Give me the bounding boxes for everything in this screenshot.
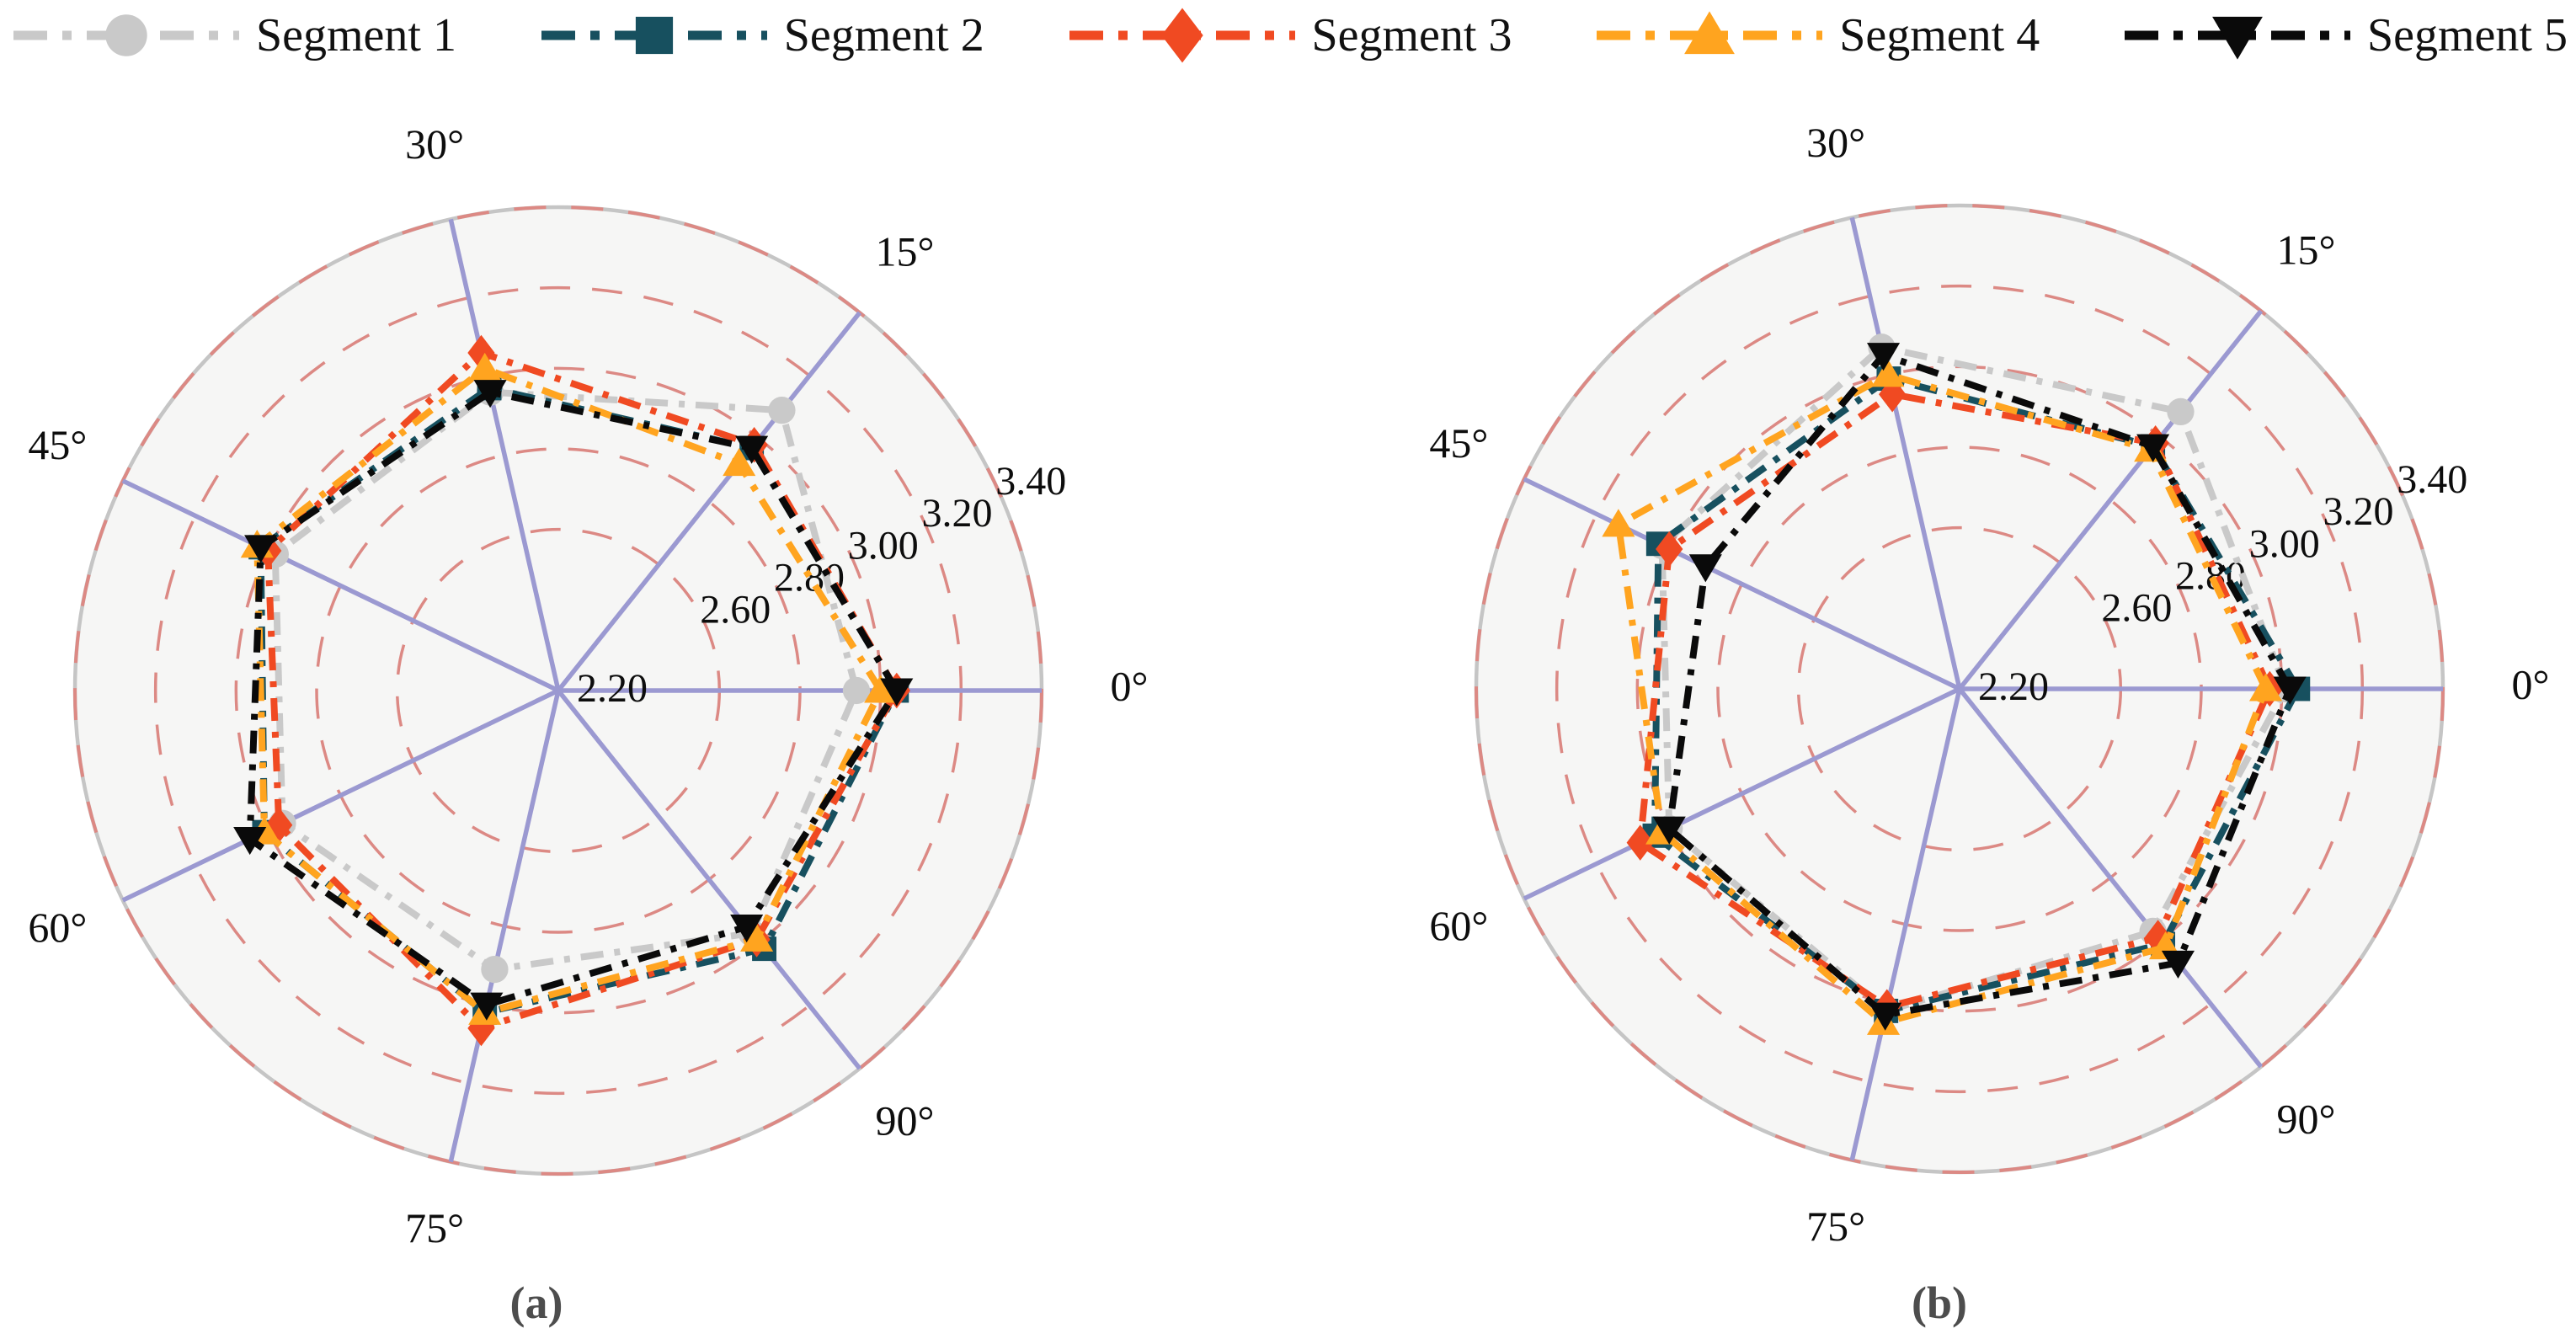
angular-label: 90°	[876, 1096, 935, 1144]
angular-label: 15°	[2277, 226, 2336, 273]
radial-label: 3.00	[848, 523, 919, 568]
angular-label: 0°	[1111, 662, 1149, 709]
data-point-diamond	[1656, 531, 1683, 568]
data-point-triangle-up	[1602, 509, 1635, 537]
series-segment-5	[233, 380, 914, 1021]
angular-axis-labels: 0° 15° 30° 45° 60° 75° 90°	[1429, 119, 2549, 1250]
data-point-triangle-down	[470, 992, 504, 1021]
data-point-triangle-down	[1866, 343, 1901, 371]
series-line	[1665, 350, 2294, 1019]
legend-key-circle-icon	[13, 14, 239, 56]
angular-label: 90°	[2277, 1095, 2336, 1142]
data-point-triangle-up	[723, 448, 756, 477]
legend: Segment 1 Segment 2 Segment 3 Segment 4 Segm…	[0, 0, 2576, 71]
radial-label: 2.80	[774, 555, 845, 600]
data-point-triangle-down	[1869, 1002, 1902, 1031]
legend-marker-triangle-down	[2212, 16, 2263, 60]
caption-b: (b)	[1912, 1278, 1967, 1328]
angular-label: 60°	[1429, 902, 1488, 949]
data-point-triangle-down	[473, 380, 507, 408]
polar-spokes	[1523, 216, 2443, 1161]
series-line	[246, 388, 901, 1009]
data-point-triangle-down	[735, 435, 769, 464]
angular-label: 30°	[405, 120, 464, 168]
legend-item-segment-4: Segment 4	[1592, 5, 2040, 66]
angular-label: 75°	[1806, 1203, 1865, 1250]
data-point-circle	[481, 955, 509, 984]
legend-key-triangle-up-icon	[1597, 11, 1823, 55]
series-line	[271, 388, 861, 974]
angular-label: 30°	[1806, 119, 1865, 166]
legend-item-segment-1: Segment 1	[8, 5, 456, 66]
radial-label-min: 2.20	[577, 666, 648, 711]
angular-label: 15°	[876, 227, 935, 275]
radial-label: 2.60	[2101, 586, 2172, 631]
legend-key-triangle-down-icon	[2125, 16, 2350, 60]
legend-key-square-icon	[541, 16, 767, 55]
radar-chart-a: 0° 15° 30° 45° 60° 75° 90° 2.20 2.602.803.003.20…	[28, 120, 1148, 1251]
data-point-triangle-down	[1688, 554, 1722, 583]
radial-label-min: 2.20	[1978, 664, 2049, 709]
radial-axis-labels: 2.202.602.803.003.203.40	[1978, 457, 2467, 709]
data-point-triangle-down	[2136, 434, 2170, 462]
data-point-triangle-down	[244, 535, 278, 563]
legend-label: Segment 4	[1839, 9, 2040, 61]
data-point-circle	[768, 397, 796, 424]
series-segment-5	[1652, 343, 2307, 1031]
angular-label: 0°	[2512, 660, 2550, 707]
data-point-triangle-down	[1652, 816, 1686, 845]
radial-label: 3.40	[995, 459, 1066, 504]
series-line	[1614, 371, 2269, 1027]
legend-marker-diamond	[1160, 8, 1203, 63]
data-point-triangle-up	[468, 352, 502, 381]
angular-axis-labels: 0° 15° 30° 45° 60° 75° 90°	[28, 120, 1148, 1251]
data-point-diamond	[265, 807, 293, 844]
legend-label: Segment 3	[1311, 9, 1512, 61]
legend-label: Segment 2	[783, 9, 984, 61]
caption-a: (a)	[509, 1278, 563, 1328]
angular-label: 45°	[28, 421, 87, 468]
radial-label: 3.40	[2397, 457, 2467, 502]
polar-spokes	[121, 218, 1042, 1163]
data-point-triangle-down	[2273, 676, 2307, 705]
legend-marker-circle	[105, 14, 147, 56]
data-point-circle	[2167, 397, 2195, 426]
radial-label: 3.00	[2249, 521, 2320, 566]
legend-item-segment-3: Segment 3	[1064, 5, 1512, 66]
radial-axis-labels: 2.20 2.602.803.003.203.40	[577, 459, 1066, 711]
legend-item-segment-5: Segment 5	[2120, 5, 2568, 66]
legend-label: Segment 5	[2367, 9, 2568, 61]
data-point-circle	[842, 676, 871, 705]
legend-marker-square	[635, 16, 673, 55]
legend-marker-triangle-up	[1684, 11, 1736, 55]
data-point-triangle-up	[740, 923, 774, 952]
data-point-triangle-up	[1871, 359, 1905, 387]
data-point-triangle-down	[730, 915, 764, 943]
legend-label: Segment 1	[256, 9, 456, 61]
radial-label: 3.20	[2323, 489, 2394, 534]
legend-key-diamond-icon	[1069, 8, 1295, 63]
data-point-triangle-down	[233, 826, 267, 856]
legend-item-segment-2: Segment 2	[536, 5, 984, 66]
data-point-triangle-up	[2248, 673, 2283, 702]
series-line	[253, 365, 885, 1016]
angular-label: 60°	[28, 904, 87, 951]
data-point-triangle-down	[880, 678, 914, 707]
radial-label: 2.60	[700, 588, 771, 632]
data-point-triangle-up	[864, 675, 898, 703]
radar-chart-b: 0°15°30°45°60°75°90°2.202.602.803.003.20…	[1429, 119, 2549, 1250]
angular-label: 45°	[1429, 419, 1488, 467]
angular-label: 75°	[405, 1204, 464, 1251]
data-point-triangle-down	[2161, 950, 2195, 979]
radial-label: 3.20	[922, 491, 993, 536]
data-point-diamond	[1626, 824, 1654, 861]
